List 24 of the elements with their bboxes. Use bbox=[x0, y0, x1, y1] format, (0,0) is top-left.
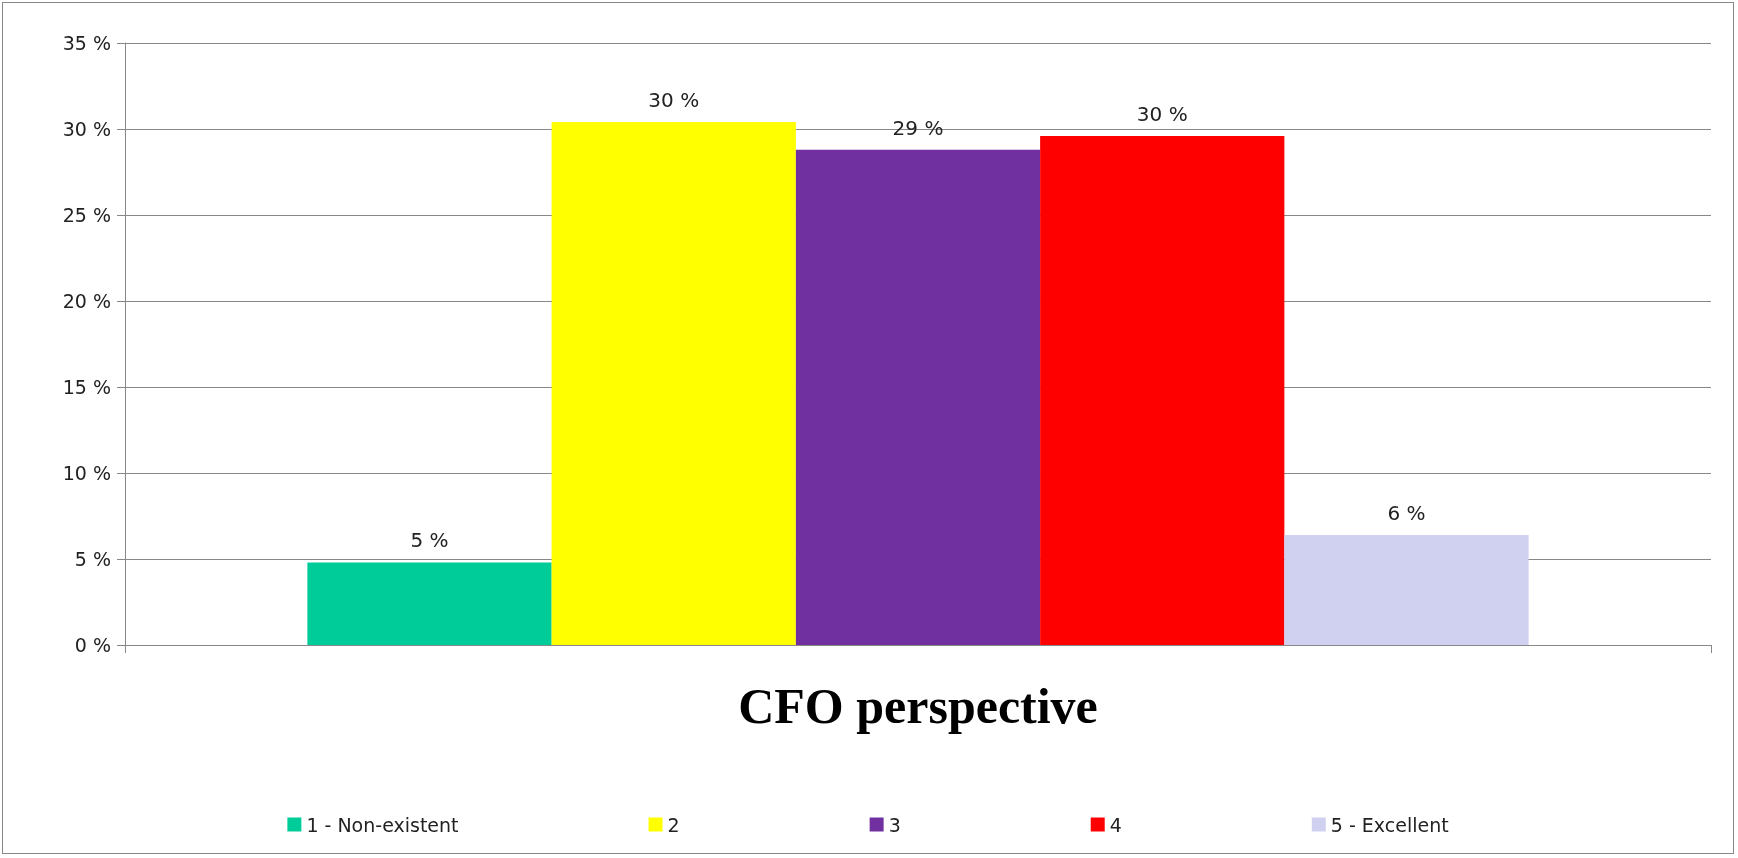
legend-label: 2 bbox=[667, 813, 680, 836]
legend-label: 4 bbox=[1109, 813, 1122, 836]
bar bbox=[1284, 534, 1529, 645]
bar bbox=[551, 122, 796, 645]
bar bbox=[795, 149, 1041, 645]
data-label: 29 % bbox=[892, 115, 944, 140]
y-tick-label: 10 % bbox=[62, 462, 111, 484]
data-label: 5 % bbox=[410, 528, 449, 553]
legend-label: 3 bbox=[888, 813, 901, 836]
bar bbox=[307, 562, 552, 645]
y-tick-label: 30 % bbox=[62, 118, 111, 140]
legend-label: 5 - Excellent bbox=[1330, 813, 1449, 836]
data-label: 30 % bbox=[648, 88, 700, 113]
data-label: 30 % bbox=[1136, 101, 1188, 126]
y-tick-label: 20 % bbox=[62, 290, 111, 312]
y-tick-label: 25 % bbox=[62, 204, 111, 226]
bar bbox=[1040, 135, 1285, 645]
y-tick-label: 35 % bbox=[62, 32, 111, 54]
y-tick-label: 0 % bbox=[74, 634, 111, 656]
x-tick-label: CFO perspective bbox=[738, 678, 1098, 734]
legend-label: 1 - Non-existent bbox=[306, 813, 459, 836]
y-tick-label: 5 % bbox=[74, 548, 111, 570]
y-tick-label: 15 % bbox=[62, 376, 111, 398]
data-label: 6 % bbox=[1387, 500, 1426, 525]
